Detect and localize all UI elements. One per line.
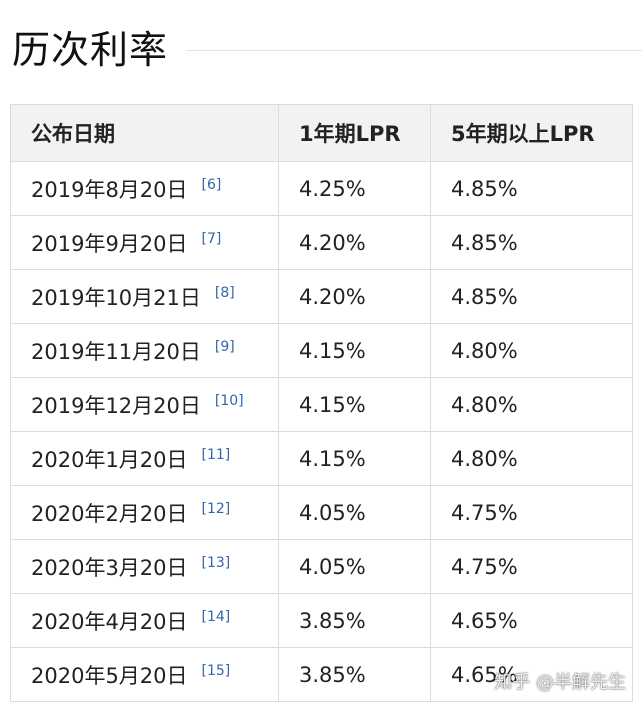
date-text: 2020年1月20日: [31, 447, 188, 472]
lpr-5y-cell: 4.85%: [430, 215, 633, 270]
date-text: 2019年11月20日: [31, 339, 201, 364]
date-cell: 2020年5月20日 [15]: [10, 647, 279, 702]
date-cell: 2019年10月21日 [8]: [10, 269, 279, 324]
date-cell: 2020年4月20日 [14]: [10, 593, 279, 648]
lpr-1y-cell: 4.20%: [278, 269, 431, 324]
section-heading: 历次利率: [12, 28, 169, 72]
date-text: 2020年5月20日: [31, 663, 188, 688]
lpr-1y-cell: 3.85%: [278, 593, 431, 648]
date-text: 2020年4月20日: [31, 609, 188, 634]
reference-link[interactable]: [9]: [214, 338, 235, 355]
date-cell: 2020年3月20日 [13]: [10, 539, 279, 594]
lpr-5y-cell: 4.80%: [430, 377, 633, 432]
table-row: 2019年12月20日 [10] 4.15% 4.80%: [10, 377, 633, 432]
table-row: 2019年10月21日 [8] 4.20% 4.85%: [10, 269, 633, 324]
date-cell: 2020年1月20日 [11]: [10, 431, 279, 486]
date-cell: 2019年8月20日 [6]: [10, 161, 279, 216]
lpr-5y-cell: 4.65%: [430, 593, 633, 648]
date-text: 2019年12月20日: [31, 393, 201, 418]
lpr-1y-cell: 4.20%: [278, 215, 431, 270]
header-lpr-1y: 1年期LPR: [278, 104, 431, 162]
lpr-1y-cell: 4.05%: [278, 539, 431, 594]
lpr-5y-cell: 4.65%: [430, 647, 633, 702]
date-text: 2019年9月20日: [31, 231, 188, 256]
date-cell: 2020年2月20日 [12]: [10, 485, 279, 540]
table-row: 2019年9月20日 [7] 4.20% 4.85%: [10, 215, 633, 270]
table-row: 2020年2月20日 [12] 4.05% 4.75%: [10, 485, 633, 540]
date-cell: 2019年9月20日 [7]: [10, 215, 279, 270]
lpr-history-table: 公布日期 1年期LPR 5年期以上LPR 2019年8月20日 [6] 4.25%…: [10, 104, 633, 702]
date-text: 2019年8月20日: [31, 177, 188, 202]
reference-link[interactable]: [15]: [201, 662, 231, 679]
lpr-1y-cell: 4.05%: [278, 485, 431, 540]
date-text: 2020年3月20日: [31, 555, 188, 580]
lpr-5y-cell: 4.85%: [430, 161, 633, 216]
lpr-5y-cell: 4.75%: [430, 539, 633, 594]
date-cell: 2019年12月20日 [10]: [10, 377, 279, 432]
reference-link[interactable]: [11]: [201, 446, 231, 463]
lpr-1y-cell: 4.15%: [278, 323, 431, 378]
date-cell: 2019年11月20日 [9]: [10, 323, 279, 378]
lpr-1y-cell: 4.25%: [278, 161, 431, 216]
lpr-1y-cell: 4.15%: [278, 377, 431, 432]
reference-link[interactable]: [10]: [214, 392, 244, 409]
lpr-1y-cell: 3.85%: [278, 647, 431, 702]
header-lpr-5y: 5年期以上LPR: [430, 104, 633, 162]
lpr-1y-cell: 4.15%: [278, 431, 431, 486]
reference-link[interactable]: [6]: [201, 176, 222, 193]
lpr-5y-cell: 4.75%: [430, 485, 633, 540]
reference-link[interactable]: [12]: [201, 500, 231, 517]
lpr-5y-cell: 4.80%: [430, 323, 633, 378]
section-heading-row: 历次利率: [12, 20, 642, 80]
table-row: 2020年4月20日 [14] 3.85% 4.65%: [10, 593, 633, 648]
reference-link[interactable]: [13]: [201, 554, 231, 571]
date-text: 2020年2月20日: [31, 501, 188, 526]
table-row: 2019年8月20日 [6] 4.25% 4.85%: [10, 161, 633, 216]
table-row: 2020年5月20日 [15] 3.85% 4.65%: [10, 647, 633, 702]
header-publish-date: 公布日期: [10, 104, 279, 162]
lpr-5y-cell: 4.85%: [430, 269, 633, 324]
reference-link[interactable]: [8]: [214, 284, 235, 301]
table-row: 2020年3月20日 [13] 4.05% 4.75%: [10, 539, 633, 594]
table-row: 2019年11月20日 [9] 4.15% 4.80%: [10, 323, 633, 378]
heading-divider: [186, 49, 642, 51]
lpr-5y-cell: 4.80%: [430, 431, 633, 486]
reference-link[interactable]: [7]: [201, 230, 222, 247]
table-row: 2020年1月20日 [11] 4.15% 4.80%: [10, 431, 633, 486]
reference-link[interactable]: [14]: [201, 608, 231, 625]
table-header-row: 公布日期 1年期LPR 5年期以上LPR: [10, 104, 633, 162]
date-text: 2019年10月21日: [31, 285, 201, 310]
